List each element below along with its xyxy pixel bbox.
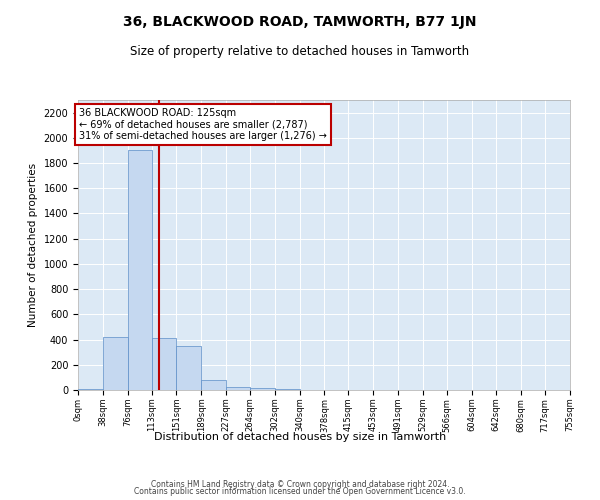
Text: 36 BLACKWOOD ROAD: 125sqm
← 69% of detached houses are smaller (2,787)
31% of se: 36 BLACKWOOD ROAD: 125sqm ← 69% of detac…	[79, 108, 327, 141]
Bar	[128, 150, 152, 390]
Text: Contains public sector information licensed under the Open Government Licence v3: Contains public sector information licen…	[134, 488, 466, 496]
Text: Distribution of detached houses by size in Tamworth: Distribution of detached houses by size …	[154, 432, 446, 442]
Bar	[152, 338, 176, 390]
Text: Contains HM Land Registry data © Crown copyright and database right 2024.: Contains HM Land Registry data © Crown c…	[151, 480, 449, 489]
Bar	[103, 337, 128, 390]
Bar	[78, 388, 103, 390]
Bar	[201, 380, 226, 390]
Bar	[250, 388, 275, 390]
Bar	[176, 346, 201, 390]
Text: 36, BLACKWOOD ROAD, TAMWORTH, B77 1JN: 36, BLACKWOOD ROAD, TAMWORTH, B77 1JN	[123, 15, 477, 29]
Text: Size of property relative to detached houses in Tamworth: Size of property relative to detached ho…	[130, 45, 470, 58]
Y-axis label: Number of detached properties: Number of detached properties	[28, 163, 38, 327]
Bar	[226, 387, 250, 390]
